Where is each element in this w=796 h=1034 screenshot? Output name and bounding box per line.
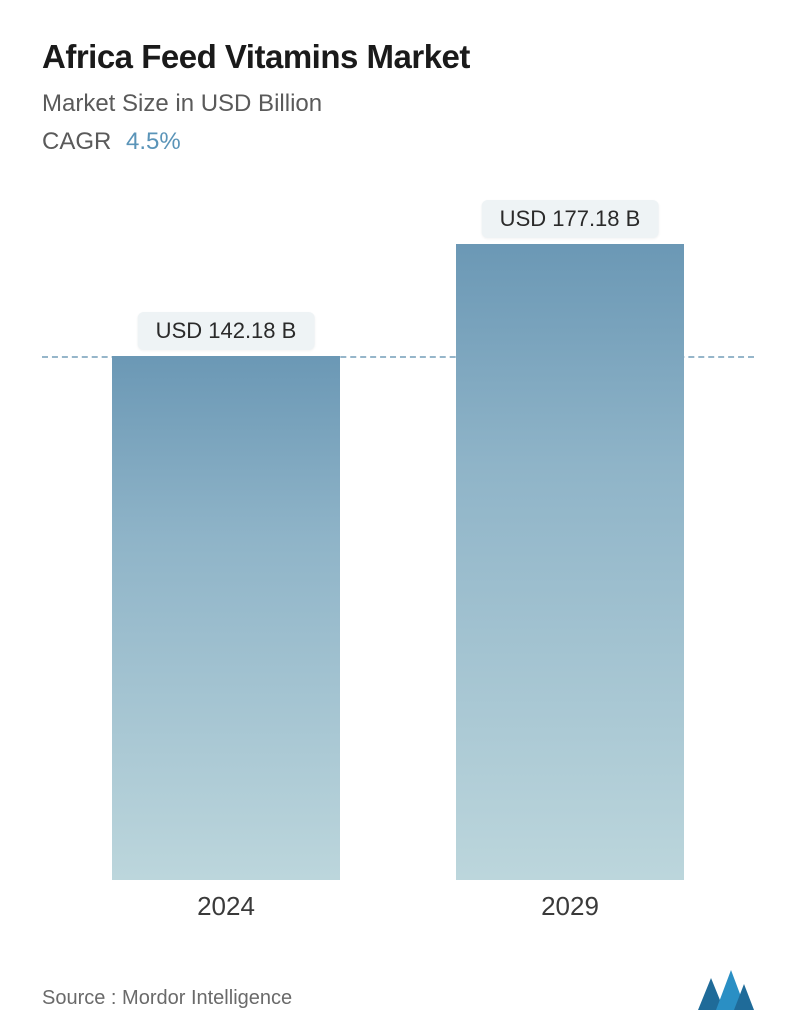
bar-2024-category: 2024 <box>197 891 255 922</box>
source-text: Source : Mordor Intelligence <box>42 987 292 1010</box>
bar-2029-fill <box>456 244 684 880</box>
cagr-value: 4.5% <box>126 128 181 155</box>
bar-2029-value-badge: USD 177.18 B <box>482 200 659 238</box>
chart-title: Africa Feed Vitamins Market <box>42 38 754 76</box>
bar-2024: USD 142.18 B 2024 <box>112 356 340 880</box>
mordor-logo-icon <box>698 970 754 1010</box>
bar-2029-category: 2029 <box>541 891 599 922</box>
chart-container: Africa Feed Vitamins Market Market Size … <box>0 0 796 1034</box>
chart-subtitle: Market Size in USD Billion <box>42 90 754 118</box>
chart-area: USD 142.18 B 2024 USD 177.18 B 2029 <box>42 230 754 930</box>
cagr-label: CAGR <box>42 128 111 155</box>
bar-2024-value-badge: USD 142.18 B <box>138 312 315 350</box>
footer: Source : Mordor Intelligence <box>42 970 754 1010</box>
cagr-row: CAGR 4.5% <box>42 128 754 156</box>
bar-2029: USD 177.18 B 2029 <box>456 244 684 880</box>
bar-2024-fill <box>112 356 340 880</box>
